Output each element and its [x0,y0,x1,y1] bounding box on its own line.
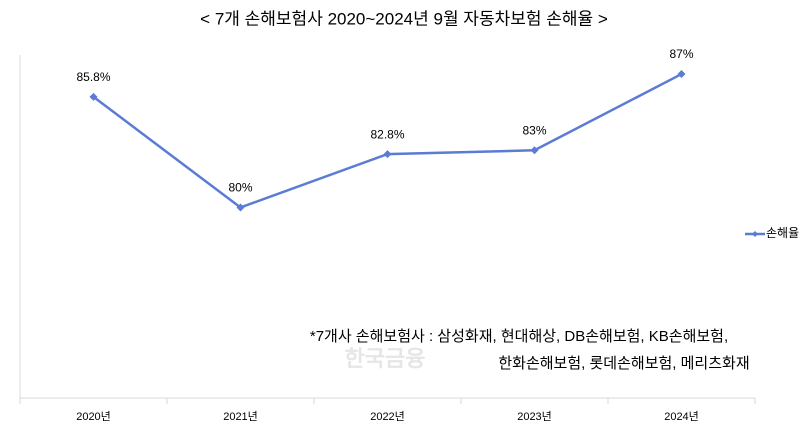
marker [236,203,245,212]
marker [383,150,392,159]
chart-title: < 7개 손해보험사 2020~2024년 9월 자동차보험 손해율 > [200,9,608,28]
marker [677,70,686,79]
x-tick-label: 2024년 [664,410,699,423]
x-tick-label: 2020년 [76,410,111,423]
data-label: 82.8% [370,127,404,141]
x-tick-label: 2023년 [517,410,552,423]
watermark: 한국금융 [345,346,426,371]
data-label: 85.8% [76,70,110,84]
data-label: 87% [669,47,693,61]
x-tick-label: 2021년 [223,410,258,423]
data-label: 80% [228,181,252,195]
data-label: 83% [522,123,546,137]
marker [530,146,539,155]
legend-label: 손해율 [766,226,799,240]
marker [89,92,98,101]
annotation: 한화손해보험, 롯데손해보험, 메리츠화재 [498,355,749,372]
x-tick-label: 2022년 [370,410,405,423]
legend-marker [752,231,758,237]
annotation: *7개사 손해보험사 : 삼성화재, 현대해상, DB손해보험, KB손해보험, [310,328,728,345]
